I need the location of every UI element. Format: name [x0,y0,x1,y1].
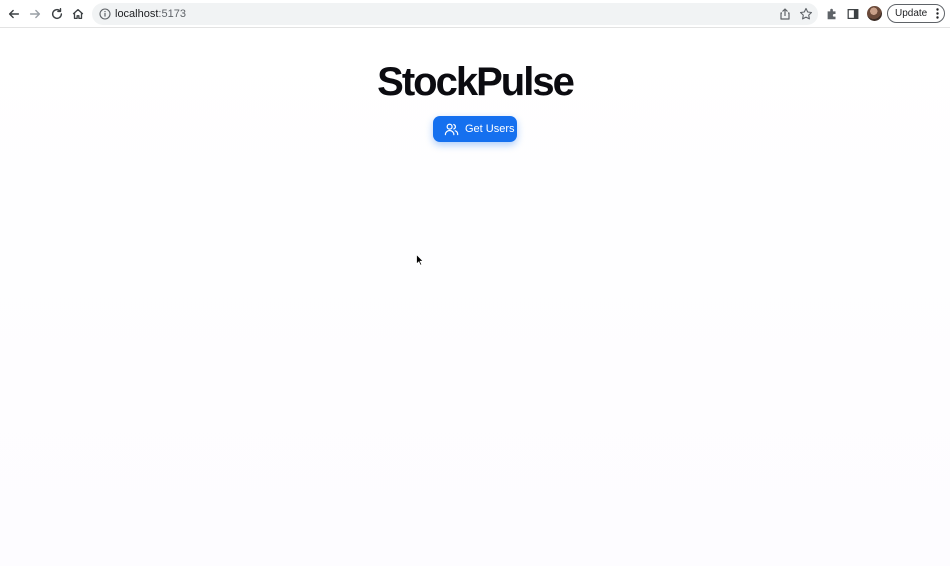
side-panel-button[interactable] [843,4,863,24]
arrow-left-icon [8,9,20,19]
address-bar[interactable]: localhost:5173 [92,3,818,25]
avatar[interactable] [867,6,882,21]
back-button[interactable] [4,4,24,24]
share-icon[interactable] [778,7,792,21]
update-button[interactable]: Update [887,4,945,23]
extensions-button[interactable] [822,4,842,24]
get-users-label: Get Users [465,123,515,135]
update-button-label: Update [895,8,928,19]
users-icon [444,122,459,137]
url-text[interactable]: localhost:5173 [115,7,186,21]
arrow-right-icon [29,9,41,19]
url-port: :5173 [158,8,186,20]
home-button[interactable] [68,4,88,24]
info-icon[interactable] [99,8,111,20]
url-host: localhost [115,8,159,20]
mouse-cursor-icon [416,254,424,266]
kebab-menu-icon [936,8,939,19]
page-content: StockPulse Get Users [0,28,950,566]
page-title: StockPulse [377,60,575,104]
side-panel-icon [847,9,859,19]
forward-button[interactable] [25,4,45,24]
bookmark-star-icon[interactable] [799,7,813,21]
reload-icon [51,8,63,20]
puzzle-icon [827,8,836,20]
get-users-button[interactable]: Get Users [433,116,517,142]
home-icon [72,8,84,20]
browser-toolbar: localhost:5173 Update [0,0,950,28]
reload-button[interactable] [47,4,67,24]
